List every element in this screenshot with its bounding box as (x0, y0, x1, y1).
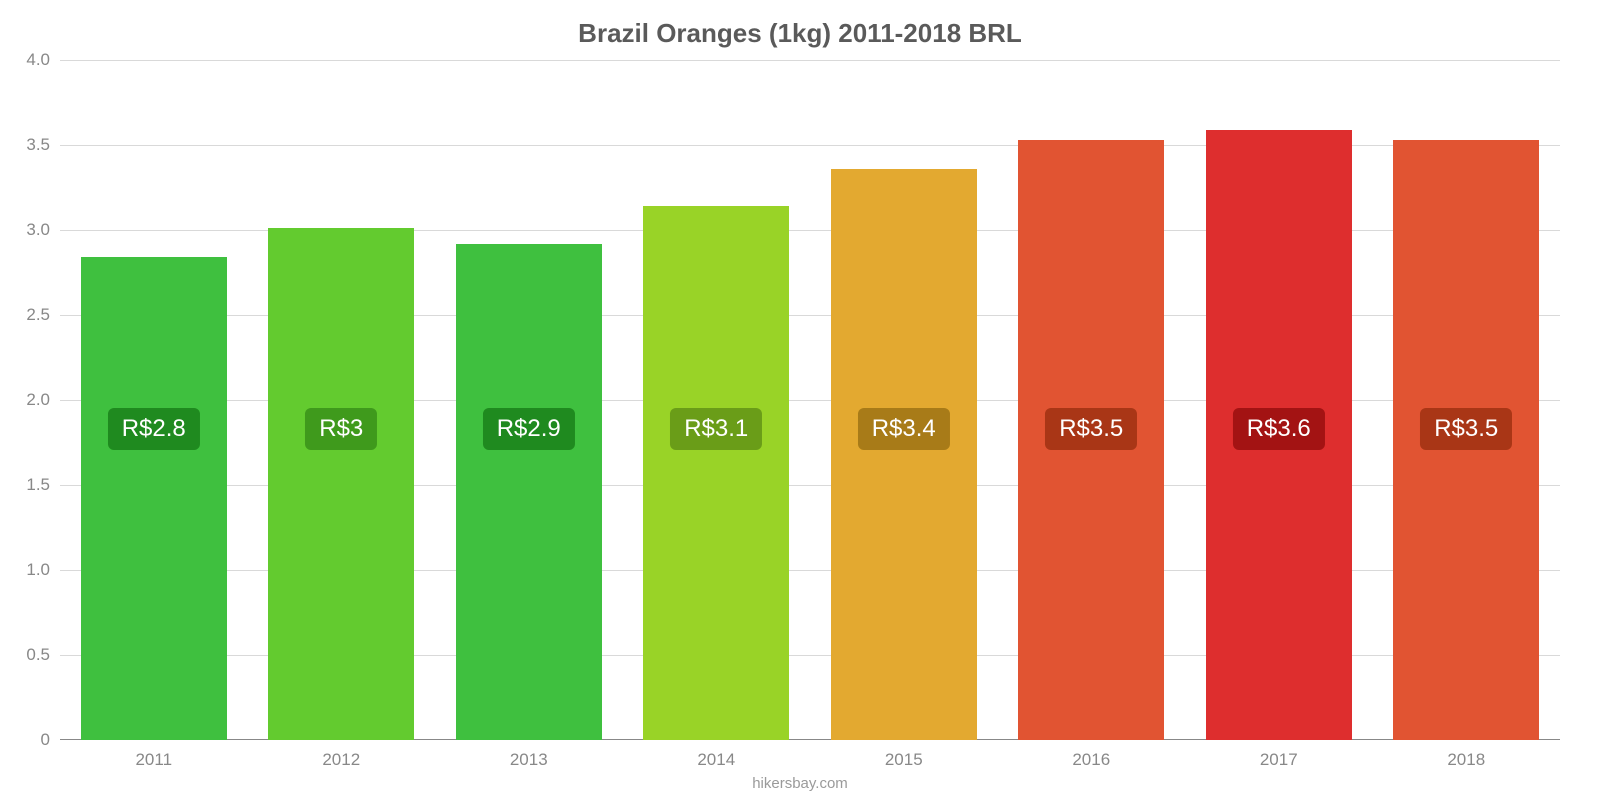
chart-title: Brazil Oranges (1kg) 2011-2018 BRL (0, 0, 1600, 49)
bar: R$3.1 (643, 206, 789, 740)
bar-value-label: R$3.6 (1233, 408, 1325, 450)
ytick-label: 2.5 (26, 305, 50, 325)
xtick-label: 2011 (135, 750, 172, 770)
bar-value-label: R$3.1 (670, 408, 762, 450)
ytick-label: 3.0 (26, 220, 50, 240)
ytick-label: 0.5 (26, 645, 50, 665)
gridline (60, 60, 1560, 61)
bar-value-label: R$2.8 (108, 408, 200, 450)
chart-area: 00.51.01.52.02.53.03.54.0R$2.82011R$3201… (60, 60, 1560, 740)
ytick-label: 2.0 (26, 390, 50, 410)
bar-value-label: R$3.5 (1420, 408, 1512, 450)
xtick-label: 2013 (510, 750, 548, 770)
xtick-label: 2015 (885, 750, 923, 770)
bar-value-label: R$3.5 (1045, 408, 1137, 450)
bar: R$3.5 (1393, 140, 1539, 740)
bar-value-label: R$2.9 (483, 408, 575, 450)
ytick-label: 0 (41, 730, 50, 750)
bar: R$3.6 (1206, 130, 1352, 740)
bar: R$3.4 (831, 169, 977, 740)
ytick-label: 4.0 (26, 50, 50, 70)
bar-value-label: R$3 (305, 408, 377, 450)
bar-value-label: R$3.4 (858, 408, 950, 450)
ytick-label: 1.5 (26, 475, 50, 495)
xtick-label: 2017 (1260, 750, 1298, 770)
bar: R$3 (268, 228, 414, 740)
xtick-label: 2012 (322, 750, 360, 770)
bar: R$3.5 (1018, 140, 1164, 740)
footer-credit: hikersbay.com (752, 775, 848, 792)
bar: R$2.8 (81, 257, 227, 740)
xtick-label: 2016 (1072, 750, 1110, 770)
xtick-label: 2014 (697, 750, 735, 770)
bar: R$2.9 (456, 244, 602, 740)
ytick-label: 1.0 (26, 560, 50, 580)
ytick-label: 3.5 (26, 135, 50, 155)
xtick-label: 2018 (1447, 750, 1485, 770)
